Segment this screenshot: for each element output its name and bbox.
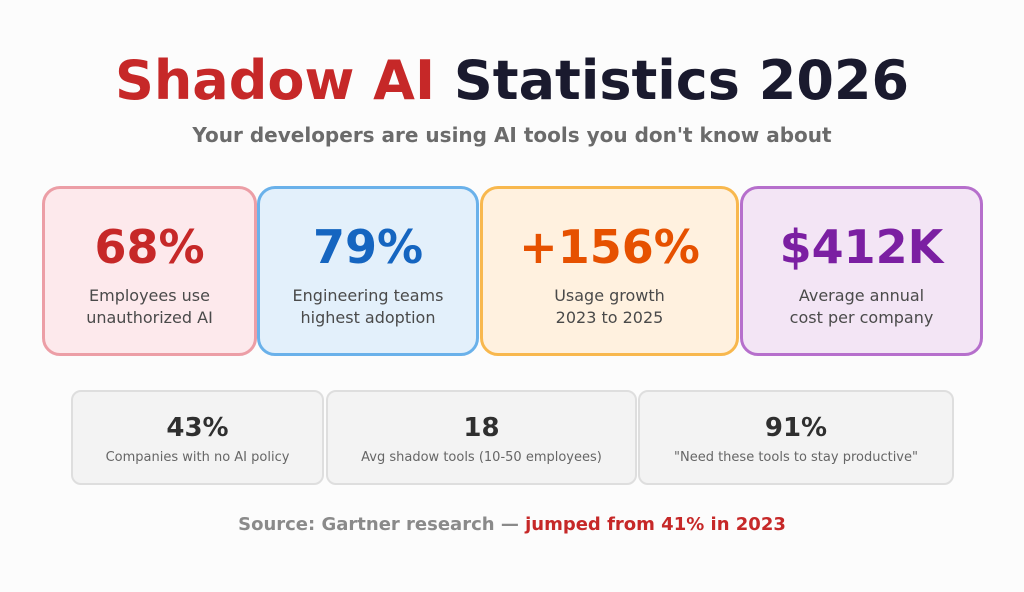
stat-label: Usage growth 2023 to 2025: [483, 285, 736, 329]
secondary-stat-value: 43%: [166, 413, 229, 443]
stat-label: Employees use unauthorized AI: [45, 285, 254, 329]
source-footer: Source: Gartner research — jumped from 4…: [0, 513, 1024, 537]
secondary-stat-label: "Need these tools to stay productive": [674, 450, 918, 465]
stat-label: Engineering teams highest adoption: [260, 285, 476, 329]
secondary-stat-shadow-tools: 18 Avg shadow tools (10-50 employees): [326, 390, 637, 485]
secondary-stat-label: Avg shadow tools (10-50 employees): [361, 450, 602, 465]
stat-label: Average annual cost per company: [743, 285, 980, 329]
stat-label-line: cost per company: [789, 308, 934, 327]
secondary-stat-value: 91%: [764, 413, 828, 443]
stat-label-line: Employees use: [89, 286, 210, 305]
page-subtitle: Your developers are using AI tools you d…: [192, 123, 832, 147]
title-rest: Statistics 2026: [453, 49, 910, 112]
stat-value: 79%: [312, 220, 424, 274]
secondary-stat-label: Companies with no AI policy: [105, 450, 290, 465]
page-title: Shadow AI Statistics 2026: [0, 48, 1024, 114]
source-text: Source: Gartner research —: [238, 514, 526, 535]
stat-label-line: unauthorized AI: [86, 308, 213, 327]
stat-card-growth: +156% Usage growth 2023 to 2025: [480, 186, 739, 356]
secondary-stat-no-policy: 43% Companies with no AI policy: [71, 390, 324, 485]
secondary-stat-value: 18: [463, 413, 500, 443]
stat-label-line: Usage growth: [554, 286, 665, 305]
stat-value: +156%: [519, 220, 700, 274]
stat-label-line: highest adoption: [300, 308, 436, 327]
stat-value: $412K: [779, 220, 944, 274]
source-highlight: jumped from 41% in 2023: [525, 514, 786, 535]
stat-label-line: Average annual: [798, 286, 925, 305]
stat-label-line: Engineering teams: [292, 286, 444, 305]
secondary-stat-productive: 91% "Need these tools to stay productive…: [638, 390, 954, 485]
stat-label-line: 2023 to 2025: [555, 308, 664, 327]
title-accent: Shadow AI: [114, 49, 436, 112]
stat-card-cost: $412K Average annual cost per company: [740, 186, 983, 356]
stat-value: 68%: [94, 220, 205, 274]
stat-card-employees: 68% Employees use unauthorized AI: [42, 186, 257, 356]
stat-card-engineering: 79% Engineering teams highest adoption: [257, 186, 479, 356]
